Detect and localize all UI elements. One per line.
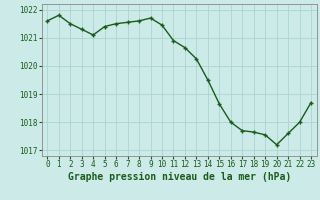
X-axis label: Graphe pression niveau de la mer (hPa): Graphe pression niveau de la mer (hPa)	[68, 172, 291, 182]
